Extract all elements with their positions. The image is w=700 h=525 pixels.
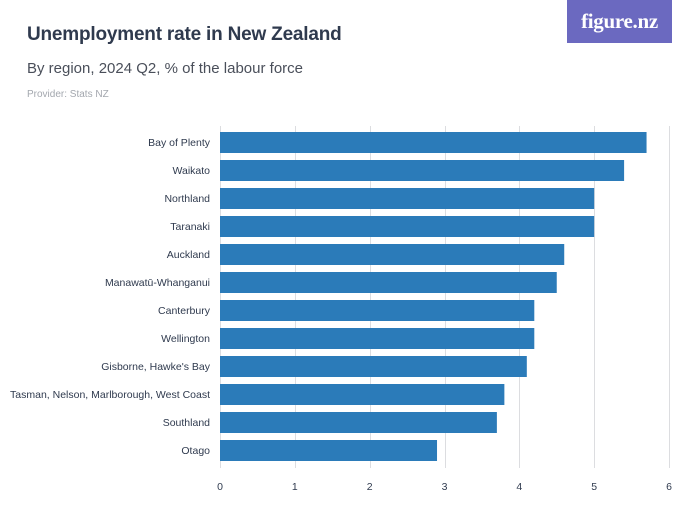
figure-nz-logo[interactable]: figure.nz <box>567 0 672 43</box>
category-label: Auckland <box>167 249 210 261</box>
category-label: Manawatū-Whanganui <box>105 277 210 289</box>
chart-title: Unemployment rate in New Zealand <box>27 24 342 45</box>
x-tick-label: 2 <box>367 481 373 493</box>
bar[interactable] <box>220 440 438 461</box>
category-label: Northland <box>164 193 210 205</box>
x-tick-label: 0 <box>217 481 223 493</box>
x-tick-label: 1 <box>292 481 298 493</box>
category-label: Gisborne, Hawke's Bay <box>101 361 211 373</box>
bar[interactable] <box>220 272 557 293</box>
bar[interactable] <box>220 244 565 265</box>
x-tick-label: 6 <box>666 481 672 493</box>
category-label: Taranaki <box>170 221 210 233</box>
logo-text: figure.nz <box>581 9 658 33</box>
bar[interactable] <box>220 188 595 209</box>
category-label: Tasman, Nelson, Marlborough, West Coast <box>10 389 210 401</box>
category-label: Canterbury <box>158 305 211 317</box>
bars <box>220 132 647 461</box>
category-labels: Bay of Plenty Waikato Northland Taranaki Auc… <box>10 137 211 457</box>
bar[interactable] <box>220 216 595 237</box>
x-tick-label: 5 <box>591 481 597 493</box>
x-axis-ticks: 0 1 2 3 4 5 6 <box>217 481 672 493</box>
grid-lines <box>220 126 670 468</box>
category-label: Waikato <box>172 165 210 177</box>
category-label: Bay of Plenty <box>148 137 211 149</box>
x-tick-label: 3 <box>442 481 448 493</box>
data-provider: Provider: Stats NZ <box>27 89 109 100</box>
category-label: Otago <box>181 445 210 457</box>
bar[interactable] <box>220 328 535 349</box>
chart-subtitle: By region, 2024 Q2, % of the labour forc… <box>27 60 303 77</box>
category-label: Southland <box>163 417 210 429</box>
bar[interactable] <box>220 300 535 321</box>
bar[interactable] <box>220 384 505 405</box>
bar[interactable] <box>220 412 497 433</box>
category-label: Wellington <box>161 333 210 345</box>
bar[interactable] <box>220 356 527 377</box>
x-tick-label: 4 <box>516 481 522 493</box>
bar[interactable] <box>220 160 625 181</box>
bar[interactable] <box>220 132 647 153</box>
